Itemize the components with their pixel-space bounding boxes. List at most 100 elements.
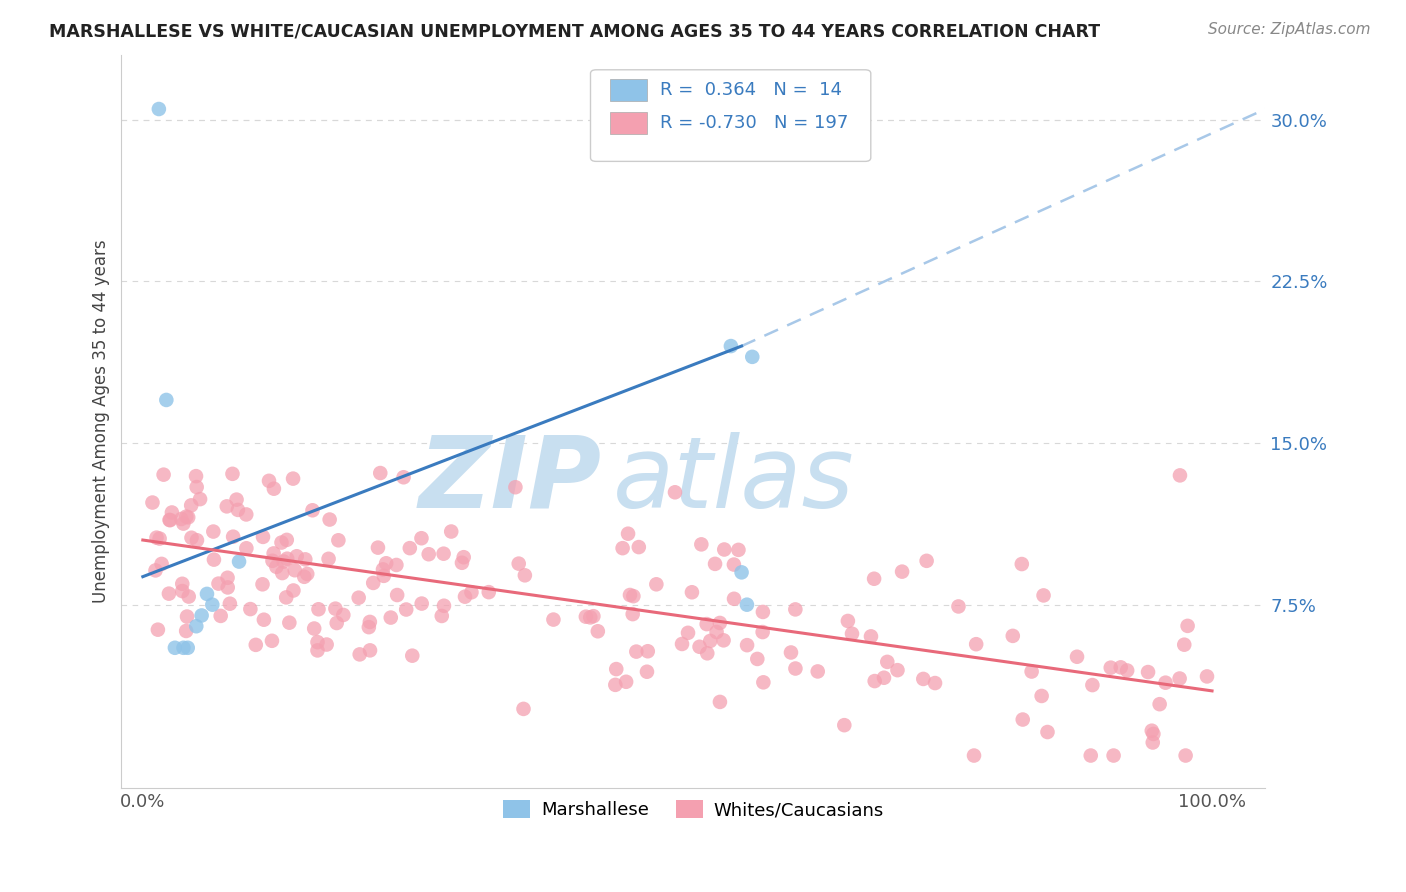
Point [149, 532, 172, 546]
Point [325, 601, 347, 615]
Point [1031, 689, 1053, 703]
Point [283, 583, 305, 598]
Point [207, 576, 229, 591]
Point [627, 540, 650, 554]
Point [785, 661, 807, 675]
Point [302, 622, 325, 636]
Point [307, 643, 329, 657]
Point [155, 392, 177, 407]
Point [453, 550, 475, 565]
Point [912, 672, 935, 686]
Point [263, 546, 285, 560]
Point [752, 605, 775, 619]
Point [433, 547, 456, 561]
Point [440, 524, 463, 539]
Point [834, 718, 856, 732]
Point [1011, 557, 1033, 571]
Point [948, 599, 970, 614]
Point [727, 542, 749, 557]
Point [837, 614, 859, 628]
Point [190, 608, 212, 623]
Point [368, 466, 391, 480]
Point [681, 585, 703, 599]
Point [636, 665, 658, 679]
Point [478, 585, 501, 599]
Point [1177, 619, 1199, 633]
Point [460, 585, 482, 599]
Point [186, 619, 208, 633]
Point [433, 599, 456, 613]
Point [1021, 665, 1043, 679]
Point [747, 652, 769, 666]
Point [395, 602, 418, 616]
Point [401, 648, 423, 663]
Point [201, 598, 224, 612]
Point [361, 576, 384, 591]
Point [226, 503, 249, 517]
Text: atlas: atlas [613, 432, 855, 529]
Point [159, 513, 181, 527]
Point [915, 554, 938, 568]
Point [357, 620, 380, 634]
Point [1109, 660, 1132, 674]
Point [859, 629, 882, 643]
Point [1173, 638, 1195, 652]
Point [505, 480, 527, 494]
Point [263, 482, 285, 496]
Point [245, 638, 267, 652]
Point [257, 474, 280, 488]
Point [582, 609, 605, 624]
Point [924, 676, 946, 690]
Point [180, 531, 202, 545]
Point [281, 472, 304, 486]
Point [807, 665, 830, 679]
Point [380, 610, 402, 624]
Point [270, 535, 292, 549]
Point [177, 510, 200, 524]
Point [619, 588, 641, 602]
Point [177, 640, 200, 655]
Point [696, 617, 718, 632]
Point [626, 645, 648, 659]
Point [508, 557, 530, 571]
Point [1099, 660, 1122, 674]
Point [239, 602, 262, 616]
Point [271, 566, 294, 580]
Point [730, 566, 752, 580]
Point [735, 638, 758, 652]
Point [411, 531, 433, 545]
Point [1066, 649, 1088, 664]
Point [325, 615, 347, 630]
Point [1168, 468, 1191, 483]
Point [359, 615, 381, 629]
Point [886, 663, 908, 677]
Point [621, 589, 644, 603]
FancyBboxPatch shape [591, 70, 870, 161]
Point [284, 563, 307, 577]
Point [1168, 672, 1191, 686]
Point [209, 608, 232, 623]
Point [202, 552, 225, 566]
Point [720, 339, 742, 353]
Point [451, 556, 474, 570]
Point [186, 480, 208, 494]
Point [347, 591, 370, 605]
Point [713, 633, 735, 648]
Point [752, 675, 775, 690]
Point [262, 554, 284, 568]
Point [1036, 725, 1059, 739]
Point [418, 547, 440, 561]
Point [177, 590, 200, 604]
Point [1102, 748, 1125, 763]
Point [160, 506, 183, 520]
Point [1195, 669, 1218, 683]
Point [965, 637, 987, 651]
Point [1080, 748, 1102, 763]
Point [235, 508, 257, 522]
Point [1137, 665, 1160, 679]
Point [375, 556, 398, 570]
Point [891, 565, 914, 579]
Point [172, 516, 194, 531]
Point [614, 674, 637, 689]
Point [235, 541, 257, 556]
